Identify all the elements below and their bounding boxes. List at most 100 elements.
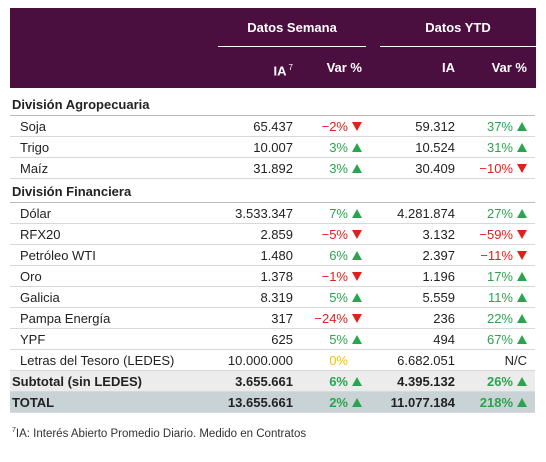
row-box — [10, 287, 535, 308]
value-cell: 1.196 — [422, 269, 455, 284]
value-cell: 11.077.184 — [390, 395, 455, 410]
column-header: IA 7 — [274, 58, 293, 81]
trend-arrow — [517, 314, 527, 323]
group-header: Datos Semana — [247, 20, 337, 35]
trend-arrow — [352, 335, 362, 344]
section-rule — [10, 202, 535, 203]
row-box — [10, 245, 535, 266]
trend-arrow-shape — [517, 314, 527, 323]
value-cell: 8.319 — [260, 290, 293, 305]
value-cell: 2.397 — [422, 248, 455, 263]
trend-arrow-shape — [352, 143, 362, 152]
value-cell: 10.000.000 — [227, 353, 293, 368]
trend-arrow-shape — [517, 293, 527, 302]
row-box — [10, 137, 535, 158]
value-cell: 3.132 — [422, 227, 455, 242]
trend-arrow-shape — [517, 251, 527, 260]
group-header: Datos YTD — [425, 20, 491, 35]
var-text: 67% — [486, 332, 513, 347]
value-cell: 4.281.874 — [397, 206, 455, 221]
var-text: 31% — [486, 140, 513, 155]
var-text: 3% — [329, 161, 348, 176]
trend-arrow-shape — [517, 209, 527, 218]
superscript: 7 — [288, 63, 293, 72]
trend-arrow — [517, 398, 527, 407]
var-cell: 2% — [329, 392, 362, 413]
var-cell: 11% — [488, 287, 527, 308]
row-label: Pampa Energía — [20, 311, 111, 326]
var-text: 3% — [329, 140, 348, 155]
var-text: 5% — [329, 332, 348, 347]
row-box — [10, 203, 535, 224]
row-box — [10, 266, 535, 287]
trend-arrow — [517, 272, 527, 281]
row-label: Galicia — [20, 290, 60, 305]
trend-arrow-shape — [352, 122, 362, 131]
var-cell: 22% — [487, 308, 527, 329]
trend-arrow-shape — [352, 377, 362, 386]
section-title: División Financiera — [12, 184, 132, 199]
trend-arrow-shape — [352, 164, 362, 173]
trend-arrow — [517, 230, 527, 239]
var-text: 7% — [329, 206, 348, 221]
var-text: −59% — [479, 227, 513, 242]
var-text: 5% — [329, 290, 348, 305]
trend-arrow — [352, 209, 362, 218]
var-text: 6% — [329, 374, 348, 389]
var-text: 26% — [486, 374, 513, 389]
trend-arrow-shape — [352, 293, 362, 302]
value-cell: 3.533.347 — [235, 206, 293, 221]
row-label: Letras del Tesoro (LEDES) — [20, 353, 175, 368]
var-text: 17% — [486, 269, 513, 284]
row-box — [10, 116, 535, 137]
trend-arrow-shape — [352, 398, 362, 407]
row-label: Trigo — [20, 140, 50, 155]
trend-arrow — [517, 164, 527, 173]
row-label: TOTAL — [12, 395, 55, 410]
value-cell: 59.312 — [415, 119, 455, 134]
var-cell: 26% — [487, 371, 527, 392]
var-cell: 5% — [329, 329, 362, 350]
value-cell: 5.559 — [422, 290, 455, 305]
var-cell: −5% — [322, 224, 362, 245]
var-cell: 37% — [487, 116, 527, 137]
trend-arrow — [352, 272, 362, 281]
row-label: RFX20 — [20, 227, 61, 242]
row-box — [10, 350, 535, 371]
column-header: Var % — [327, 58, 362, 78]
var-cell: 0% — [329, 350, 348, 371]
row-label: Soja — [20, 119, 47, 134]
group-rule — [218, 46, 366, 47]
section-rule — [10, 115, 535, 116]
var-cell: 7% — [329, 203, 362, 224]
trend-arrow-shape — [352, 272, 362, 281]
column-label: IA — [442, 60, 455, 75]
column-header: IA — [442, 58, 455, 78]
trend-arrow — [352, 293, 362, 302]
value-cell: 236 — [433, 311, 455, 326]
trend-arrow-shape — [517, 272, 527, 281]
trend-arrow — [517, 143, 527, 152]
header-band — [10, 8, 536, 88]
var-cell: −2% — [322, 116, 362, 137]
var-text: 22% — [486, 311, 513, 326]
column-label: Var % — [326, 60, 362, 75]
var-text: 27% — [486, 206, 513, 221]
row-box — [10, 158, 535, 179]
row-label: Petróleo WTI — [20, 248, 96, 263]
row-label: Oro — [20, 269, 42, 284]
column-header: Var % — [492, 58, 527, 78]
var-cell: 6% — [329, 245, 362, 266]
footnote-text: IA: Interés Abierto Promedio Diario. Med… — [15, 427, 307, 440]
row-box — [10, 392, 535, 413]
var-text: 218% — [479, 395, 513, 410]
var-cell: 218% — [480, 392, 527, 413]
var-cell: N/C — [505, 350, 527, 371]
var-cell: 17% — [487, 266, 527, 287]
value-cell: 4.395.132 — [397, 374, 455, 389]
value-cell: 13.655.661 — [227, 395, 293, 410]
value-cell: 2.859 — [260, 227, 293, 242]
column-label: IA — [273, 63, 287, 79]
value-cell: 317 — [271, 311, 293, 326]
trend-arrow-shape — [352, 230, 362, 239]
